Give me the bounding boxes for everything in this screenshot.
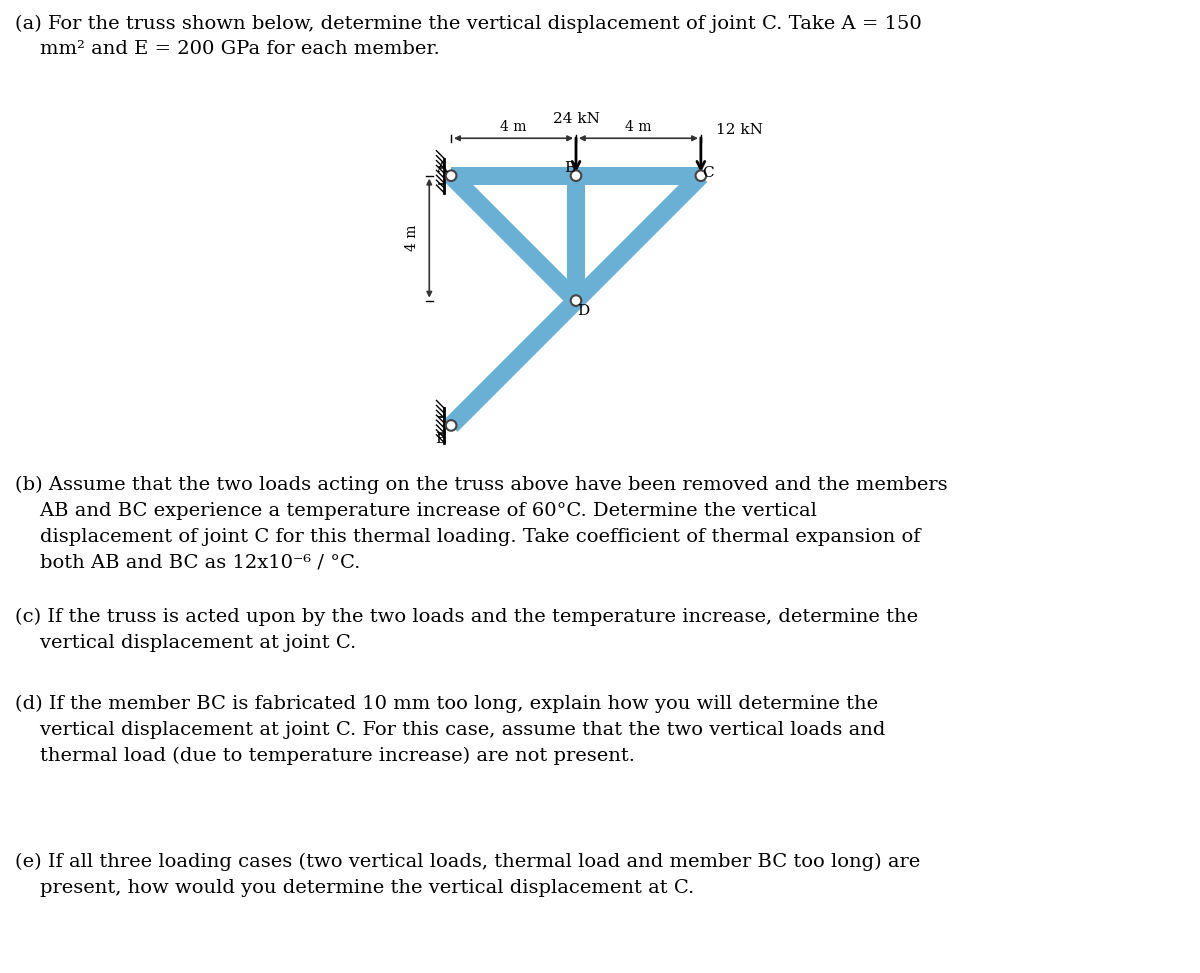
- Text: (d) If the member BC is fabricated 10 mm too long, explain how you will determin: (d) If the member BC is fabricated 10 mm…: [14, 695, 886, 765]
- Text: mm² and E = 200 GPa for each member.: mm² and E = 200 GPa for each member.: [14, 40, 439, 58]
- Text: (c) If the truss is acted upon by the two loads and the temperature increase, de: (c) If the truss is acted upon by the tw…: [14, 608, 918, 652]
- Text: B: B: [564, 161, 575, 175]
- Text: (a) For the truss shown below, determine the vertical displacement of joint C. T: (a) For the truss shown below, determine…: [14, 15, 922, 33]
- Circle shape: [446, 420, 456, 431]
- Text: A: A: [436, 161, 446, 175]
- Text: 4 m: 4 m: [625, 120, 652, 133]
- Text: E: E: [436, 432, 446, 446]
- Text: 4 m: 4 m: [406, 225, 419, 251]
- Circle shape: [696, 170, 706, 181]
- Text: 12 kN: 12 kN: [716, 124, 763, 137]
- Text: (b) Assume that the two loads acting on the truss above have been removed and th: (b) Assume that the two loads acting on …: [14, 476, 948, 571]
- Text: 4 m: 4 m: [500, 120, 527, 133]
- Text: D: D: [577, 304, 589, 317]
- Text: (e) If all three loading cases (two vertical loads, thermal load and member BC t: (e) If all three loading cases (two vert…: [14, 853, 920, 897]
- Circle shape: [571, 170, 581, 181]
- Text: C: C: [702, 166, 714, 180]
- Text: 24 kN: 24 kN: [552, 112, 600, 126]
- Circle shape: [571, 295, 581, 306]
- Circle shape: [446, 170, 456, 181]
